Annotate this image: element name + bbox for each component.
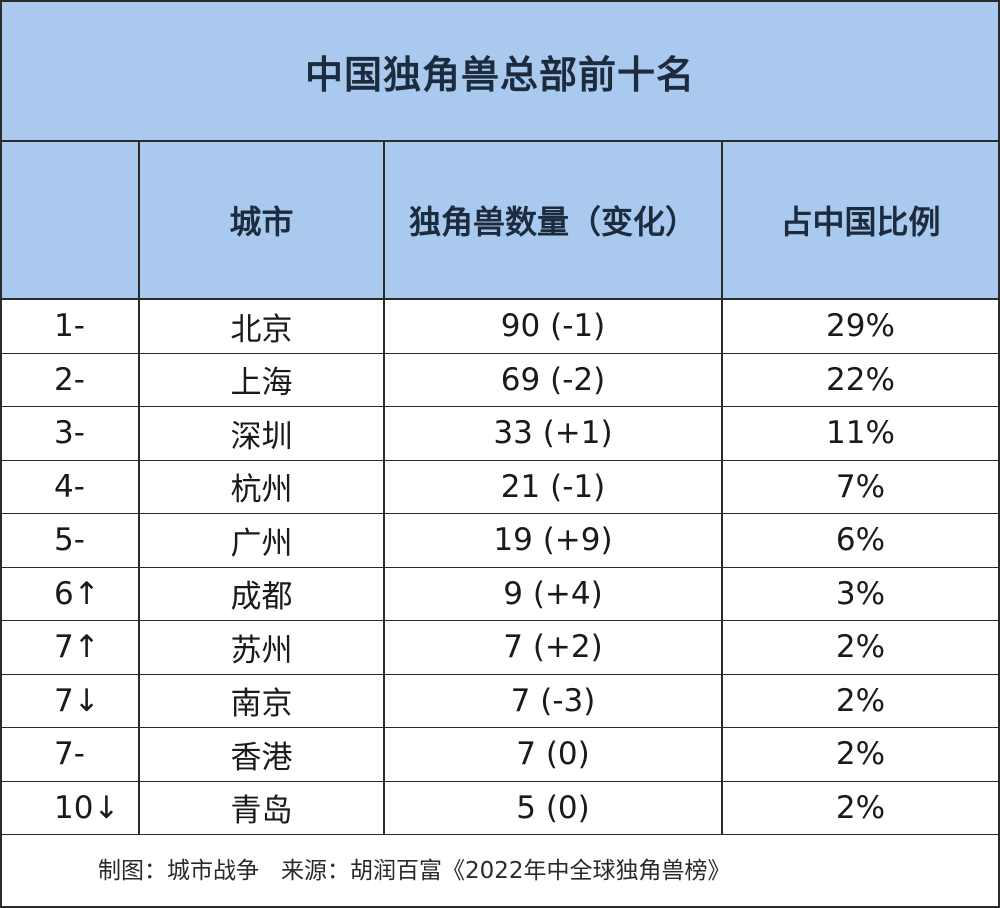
count-cell: 7 (0)	[384, 727, 723, 782]
header-share: 占中国比例	[722, 142, 998, 300]
table-title: 中国独角兽总部前十名	[304, 52, 695, 97]
count-cell: 7 (-3)	[384, 674, 723, 728]
ranking-table: 城市 独角兽数量（变化） 占中国比例 1- 北京 90 (-1) 29% 2- …	[2, 142, 998, 835]
share-cell: 6%	[722, 513, 998, 568]
count-cell: 7 (+2)	[384, 620, 723, 675]
table-row: 3- 深圳 33 (+1) 11%	[2, 406, 998, 461]
rank-cell: 7↑	[2, 620, 140, 675]
share-cell: 2%	[722, 674, 998, 728]
rank-cell: 6↑	[2, 567, 140, 621]
rank-cell: 4-	[2, 460, 140, 514]
city-cell: 上海	[139, 353, 385, 407]
count-cell: 9 (+4)	[384, 567, 723, 621]
share-cell: 2%	[722, 727, 998, 782]
share-cell: 22%	[722, 353, 998, 407]
footer-note: 制图：城市战争 来源：胡润百富《2022年中全球独角兽榜》	[2, 835, 998, 901]
header-row: 城市 独角兽数量（变化） 占中国比例	[2, 142, 998, 300]
table-row: 2- 上海 69 (-2) 22%	[2, 353, 998, 407]
count-cell: 19 (+9)	[384, 513, 723, 568]
table-row: 7↓ 南京 7 (-3) 2%	[2, 674, 998, 728]
chart-credit: 制图：城市战争	[98, 858, 259, 884]
city-cell: 北京	[139, 299, 385, 354]
share-cell: 3%	[722, 567, 998, 621]
city-cell: 杭州	[139, 460, 385, 514]
header-rank	[2, 142, 140, 300]
city-cell: 苏州	[139, 620, 385, 675]
share-cell: 29%	[722, 299, 998, 354]
table-row: 1- 北京 90 (-1) 29%	[2, 299, 998, 354]
count-cell: 5 (0)	[384, 781, 723, 835]
header-city: 城市	[139, 142, 385, 300]
rank-cell: 5-	[2, 513, 140, 568]
rank-cell: 3-	[2, 406, 140, 461]
rank-cell: 1-	[2, 299, 140, 354]
share-cell: 7%	[722, 460, 998, 514]
count-cell: 33 (+1)	[384, 406, 723, 461]
count-cell: 90 (-1)	[384, 299, 723, 354]
table-row: 10↓ 青岛 5 (0) 2%	[2, 781, 998, 835]
city-cell: 青岛	[139, 781, 385, 835]
city-cell: 成都	[139, 567, 385, 621]
city-cell: 南京	[139, 674, 385, 728]
rank-cell: 7↓	[2, 674, 140, 728]
rank-cell: 7-	[2, 727, 140, 782]
table-row: 5- 广州 19 (+9) 6%	[2, 513, 998, 568]
header-count: 独角兽数量（变化）	[384, 142, 723, 300]
count-cell: 69 (-2)	[384, 353, 723, 407]
rank-cell: 10↓	[2, 781, 140, 835]
city-cell: 香港	[139, 727, 385, 782]
rank-cell: 2-	[2, 353, 140, 407]
share-cell: 11%	[722, 406, 998, 461]
data-source: 来源：胡润百富《2022年中全球独角兽榜》	[281, 858, 731, 884]
share-cell: 2%	[722, 781, 998, 835]
title-bar: 中国独角兽总部前十名	[2, 2, 998, 142]
table-row: 6↑ 成都 9 (+4) 3%	[2, 567, 998, 621]
table-row: 4- 杭州 21 (-1) 7%	[2, 460, 998, 514]
share-cell: 2%	[722, 620, 998, 675]
table-row: 7- 香港 7 (0) 2%	[2, 727, 998, 782]
city-cell: 广州	[139, 513, 385, 568]
city-cell: 深圳	[139, 406, 385, 461]
count-cell: 21 (-1)	[384, 460, 723, 514]
table-row: 7↑ 苏州 7 (+2) 2%	[2, 620, 998, 675]
